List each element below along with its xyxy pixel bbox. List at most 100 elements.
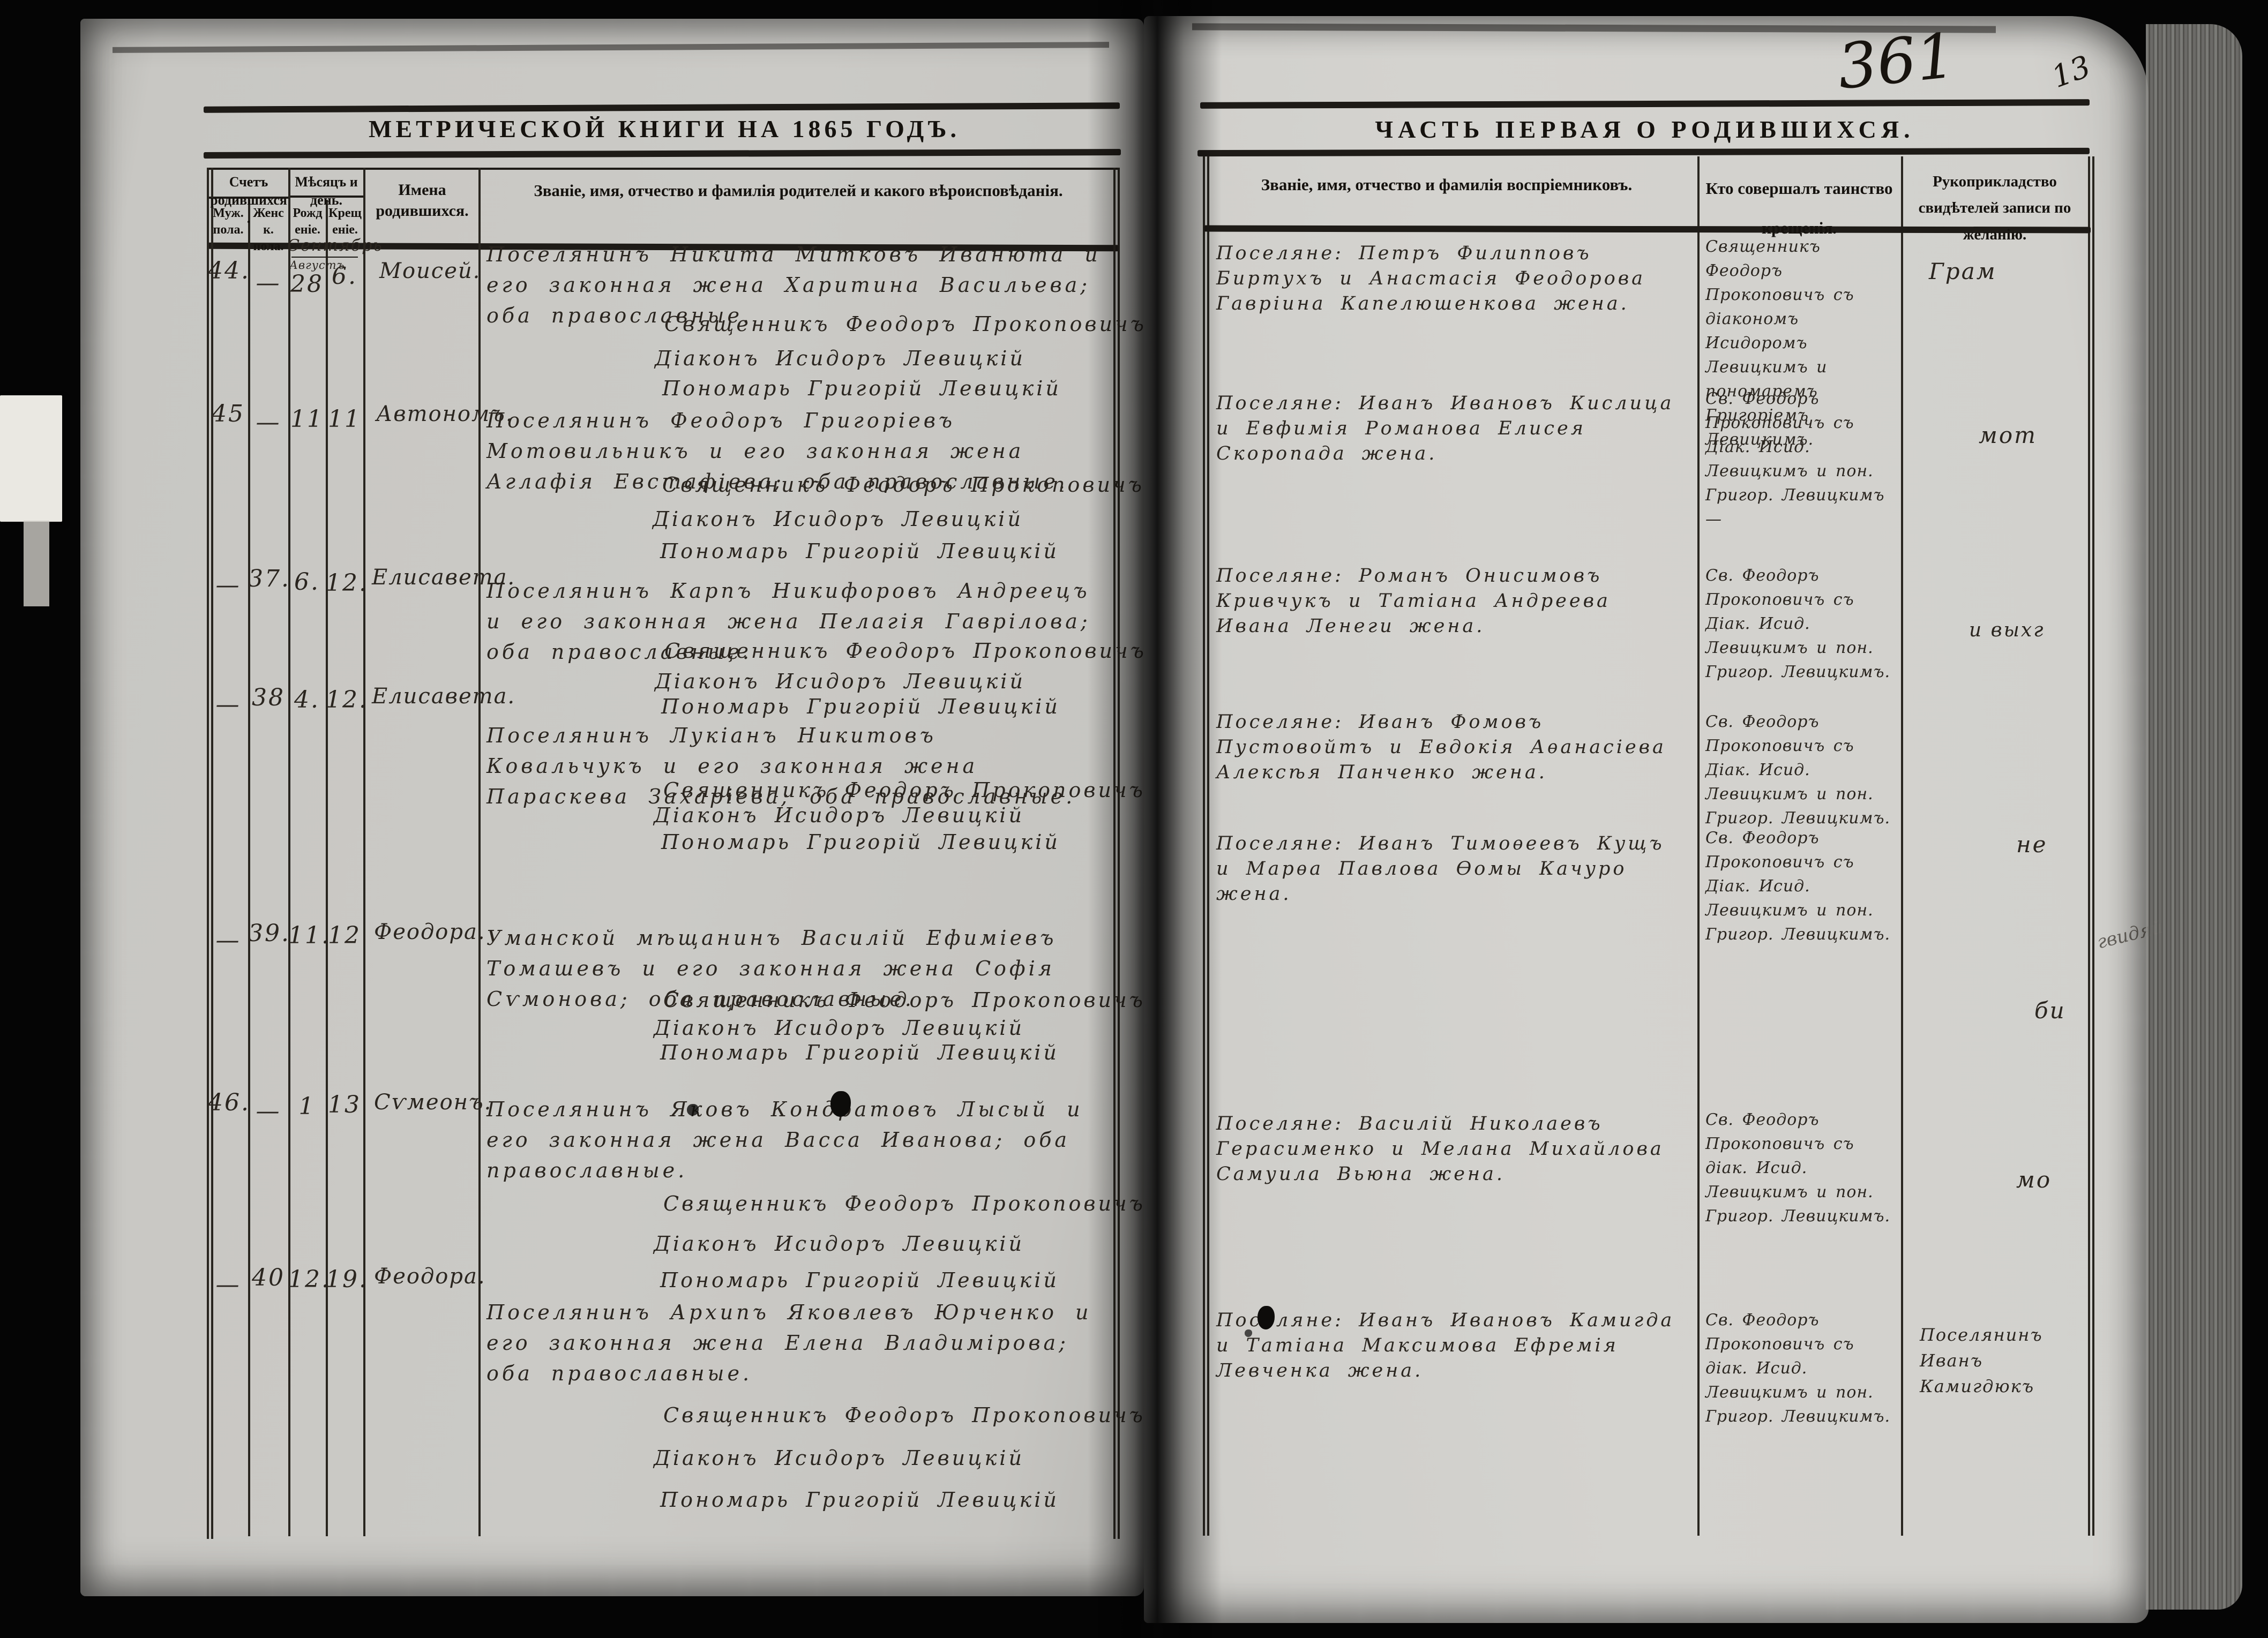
table-right-border <box>2088 156 2094 1536</box>
header-officiant-col: Кто совершалъ таинство крещенія. <box>1705 179 1893 238</box>
clergy-line: Діаконъ Исидоръ Левицкій <box>654 803 1024 827</box>
parents-entry: Поселянинъ Карпъ Никифоровъ Андреецъ и е… <box>486 579 1091 664</box>
clergy-line: Пономарь Григорій Левицкій <box>661 695 1060 718</box>
left-page: МЕТРИЧЕСКОЙ КНИГИ НА 1865 ГОДЪ. Счетъ ро… <box>80 19 1144 1596</box>
baptism-day: 13 <box>328 1091 361 1118</box>
signature-mark: мот <box>1979 422 2037 448</box>
godparents-entry: Поселяне: Иванъ Ивановъ Камигда и Татіан… <box>1216 1310 1675 1381</box>
table-right-border <box>1113 168 1120 1539</box>
clergy-line: Священникъ Феодоръ Прокоповичъ <box>663 778 1146 802</box>
table-left-border <box>207 168 213 1539</box>
officiant-entry: Св. Феодоръ Прокоповичъ съ Діак. Исид. Л… <box>1705 389 1885 529</box>
title-rule-bottom <box>203 149 1121 159</box>
column-divider <box>1697 156 1700 1536</box>
officiant-entry: Св. Феодоръ Прокоповичъ съ діак. Исид. Л… <box>1705 1311 1891 1426</box>
godparents-entry: Поселяне: Василій Николаевъ Герасименко … <box>1216 1113 1664 1185</box>
baptism-day: 6. <box>332 262 357 290</box>
birth-day: 12. <box>288 1266 331 1293</box>
female-count: — <box>256 1098 281 1125</box>
child-name: Елисавета. <box>372 565 516 590</box>
column-divider <box>326 200 328 1536</box>
clergy-line: Пономарь Григорій Левицкій <box>660 1268 1059 1292</box>
officiant-entry: Св. Феодоръ Прокоповичъ съ Діак. Исид. Л… <box>1705 566 1891 681</box>
clergy-line: Пономарь Григорій Левицкій <box>660 539 1059 563</box>
title-rule-top <box>1200 99 2090 109</box>
page-stack-edges <box>2146 24 2242 1610</box>
column-divider <box>288 168 290 1536</box>
right-page-title: ЧАСТЬ ПЕРВАЯ О РОДИВШИХСЯ. <box>1375 116 1915 143</box>
folio-number: 361 <box>1834 19 1959 104</box>
child-name: Феодора. <box>374 920 486 944</box>
clergy-line: Діаконъ Исидоръ Левицкій <box>655 347 1026 370</box>
clergy-line: Пономарь Григорій Левицкій <box>661 830 1060 854</box>
header-parents-col: Званіе, имя, отчество и фамилія родителе… <box>534 181 1063 200</box>
birth-day: 6. <box>294 568 320 596</box>
female-count: 38 <box>252 684 285 711</box>
parents-entry: Поселянинъ Феодоръ Григоріевъ Мотовильни… <box>486 409 1068 493</box>
sheet-number: 13 <box>2047 49 2095 95</box>
ink-blot <box>1257 1306 1275 1329</box>
male-count: 44. <box>208 257 250 284</box>
godparents-entry: Поселяне: Романъ Онисимовъ Кривчукъ и Та… <box>1216 565 1611 637</box>
subheader-rule <box>289 196 364 198</box>
right-page: 361 13 ЧАСТЬ ПЕРВАЯ О РОДИВШИХСЯ. Званіе… <box>1144 16 2165 1623</box>
female-count: 39. <box>248 920 290 947</box>
inserted-paper-slip-edge <box>24 521 49 606</box>
parents-entry: Поселянинъ Лукіанъ Никитовъ Ковальчукъ и… <box>486 724 1076 808</box>
header-count-group: Счетъ родившихся. <box>210 174 287 226</box>
clergy-line: Діаконъ Исидоръ Левицкій <box>653 507 1023 531</box>
male-count: — <box>215 572 241 599</box>
child-name: Автономъ. <box>376 402 514 426</box>
header-male-count: Муж. пола. <box>213 206 244 237</box>
header-godparents-col: Званіе, имя, отчество и фамилія воспріем… <box>1261 175 1633 194</box>
header-date-group: Мѣсяцъ и день. <box>295 174 358 208</box>
godparents-entry: Поселяне: Иванъ Ивановъ Кислица и Евфимі… <box>1216 393 1674 464</box>
parents-entry: Поселянинъ Яковъ Кондратовъ Лысый и его … <box>486 1098 1083 1182</box>
month-annotation: Сентябрь <box>287 236 383 255</box>
column-divider <box>248 200 250 1536</box>
parents-entry: Поселянинъ Никита Митковъ Иванюта и его … <box>486 243 1101 327</box>
clergy-line: Священникъ Феодоръ Прокоповичъ <box>663 1192 1146 1215</box>
header-female-count: Женск. пола. <box>253 206 284 254</box>
ink-blot <box>830 1091 851 1117</box>
column-divider <box>478 168 481 1536</box>
godparents-entry: Поселяне: Иванъ Тимоѳеевъ Кущъ и Марѳа П… <box>1216 833 1665 905</box>
clergy-line: Пономарь Григорій Левицкій <box>662 377 1061 400</box>
officiant-entry: Св. Феодоръ Прокоповичъ съ Діак. Исид. Л… <box>1705 712 1891 828</box>
clergy-line: Священникъ Феодоръ Прокоповичъ <box>664 312 1147 336</box>
birth-day: 11. <box>288 922 331 949</box>
male-count: — <box>215 927 241 954</box>
clergy-line: Священникъ Феодоръ Прокоповичъ <box>663 1403 1146 1427</box>
signature-mark: би <box>2034 997 2066 1024</box>
clergy-line: Священникъ Феодоръ Прокоповичъ <box>662 473 1144 497</box>
title-rule-bottom <box>1197 147 2090 157</box>
table-top-rule <box>208 168 1119 170</box>
clergy-line: Пономарь Григорій Левицкій <box>660 1488 1059 1512</box>
clergy-line: Діаконъ Исидоръ Левицкій <box>654 1446 1024 1470</box>
baptism-day: 11 <box>328 405 361 433</box>
baptism-day: 12 <box>328 922 361 949</box>
parents-entry: Уманской мѣщанинъ Василій Ефиміевъ Томаш… <box>486 926 1057 1011</box>
clergy-line: Пономарь Григорій Левицкій <box>660 1041 1059 1064</box>
officiant-entry: Св. Феодоръ Прокоповичъ съ Діак. Исид. Л… <box>1705 829 1891 944</box>
female-count: — <box>256 269 281 297</box>
female-count: — <box>256 409 281 436</box>
male-count: — <box>215 1271 241 1298</box>
title-rule-top <box>203 102 1120 113</box>
birth-day: 11 <box>290 405 324 433</box>
baptism-day: 19. <box>326 1266 368 1293</box>
header-signatures-col: Рукоприкладство свидѣтелей записи по жел… <box>1918 173 2071 243</box>
clergy-line: Священникъ Феодоръ Прокоповичъ <box>663 988 1146 1012</box>
header-baptism-date: Крещеніе. <box>328 206 362 237</box>
ink-blot <box>1245 1329 1252 1337</box>
officiant-entry: Св. Феодоръ Прокоповичъ съ діак. Исид. Л… <box>1705 1110 1891 1226</box>
child-name: Сѵмеонъ. <box>374 1090 492 1115</box>
birth-day: 4. <box>294 686 320 713</box>
birth-day: 28 <box>290 271 324 298</box>
inserted-paper-slip <box>0 395 62 522</box>
subheader-rule <box>209 197 289 199</box>
column-divider <box>1901 156 1903 1536</box>
godparents-entry: Поселяне: Иванъ Фомовъ Пустовойтъ и Евдо… <box>1216 711 1666 783</box>
left-page-title: МЕТРИЧЕСКОЙ КНИГИ НА 1865 ГОДЪ. <box>368 115 960 142</box>
